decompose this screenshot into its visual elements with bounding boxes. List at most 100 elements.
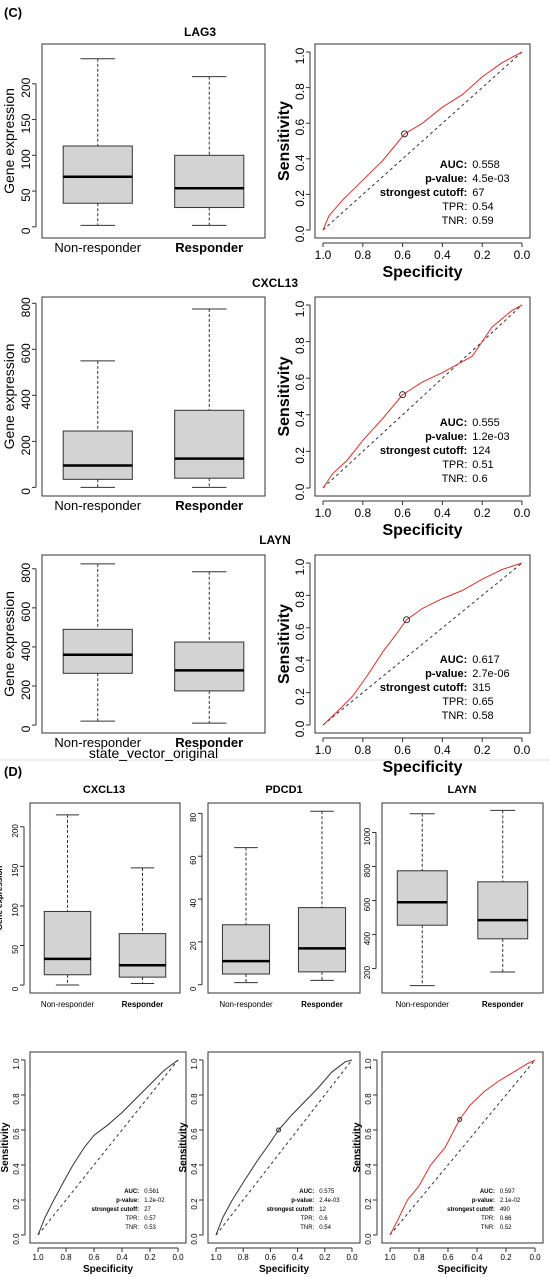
d-layn-roc-y-tick-label-3: 0.6 [364, 1128, 373, 1140]
c-cxcl13-roc-y-tick-label-4: 0.8 [293, 337, 307, 354]
panel-c-label: (C) [4, 5, 22, 20]
c-lag3-roc-y-tick-label-2: 0.4 [293, 154, 307, 171]
c-layn-roc-stat-label-0: AUC: [440, 654, 468, 666]
c-layn-roc-stat-value-3: 0.65 [472, 696, 493, 708]
c-cxcl13-roc-cutoff-marker [399, 391, 407, 399]
d-pdcd1-roc-x-tick-label-2: 0.6 [265, 1253, 277, 1262]
c-lag3-roc-stat-label-4: TNR: [442, 215, 468, 227]
c-cxcl13-roc-stat-value-4: 0.6 [472, 473, 487, 485]
d-layn-box-y-tick-label-3: 800 [363, 863, 372, 877]
c-cxcl13-roc-stat-value-2: 124 [472, 445, 490, 457]
c-cxcl13-box-y-tick-label-0: 0 [19, 488, 33, 495]
c-cxcl13-roc-frame [314, 296, 531, 497]
c-layn-roc-stat-value-1: 2.7e-06 [472, 668, 509, 680]
d-layn-roc-y-tick-label-1: 0.2 [364, 1198, 373, 1210]
c-cxcl13-roc-stat-label-3: TPR: [442, 459, 467, 471]
c-layn-box-y-label: Gene expression [1, 591, 17, 697]
c-lag3-roc-cutoff-marker [401, 130, 409, 138]
d-cxcl13-roc-roc-curve [37, 1059, 179, 1236]
d-pdcd1-box-y-tick-label-4: 80 [189, 812, 198, 821]
d-layn-roc-stat-value-4: 0.52 [500, 1225, 512, 1231]
d-cxcl13-roc-y-tick-label-2: 0.4 [12, 1163, 21, 1175]
d-cxcl13-roc-y-tick-label-0: 0.0 [12, 1233, 21, 1245]
d-layn-roc-stat-value-2: 490 [500, 1207, 511, 1213]
d-cxcl13-roc-frame [29, 1051, 187, 1244]
c-layn-box-box-0 [62, 628, 133, 674]
c-lag3-roc-roc-curve [322, 51, 523, 231]
d-pdcd1-box-box-1 [297, 907, 347, 973]
d-pdcd1-roc-stat-value-0: 0.575 [319, 1189, 335, 1195]
d-pdcd1-roc-y-tick-label-5: 1.0 [190, 1058, 199, 1070]
c-layn-box-x-label: state_vector_original [89, 745, 218, 761]
c-cxcl13-roc-y-tick-label-2: 0.4 [293, 410, 307, 427]
c-lag3-roc-diagonal [322, 51, 523, 231]
d-layn-roc-x-label: Specificity [437, 1264, 487, 1275]
c-layn-roc-x-tick-label-0: 1.0 [315, 743, 332, 757]
d-layn-box-box-1 [477, 881, 529, 940]
c-layn-roc-x-tick-label-5: 0.0 [514, 743, 531, 757]
c-cxcl13-roc-x-tick-label-1: 0.8 [354, 506, 371, 520]
c-cxcl13-box-category-label-0: Non-responder [54, 498, 141, 513]
c-lag3-roc-frame [314, 43, 531, 239]
c-cxcl13-roc-y-tick-label-5: 1.0 [293, 300, 307, 317]
c-layn-roc-x-tick-label-3: 0.4 [434, 743, 451, 757]
c-layn-roc-x-label: Specificity [382, 759, 462, 776]
c-lag3-roc-y-tick-label-5: 1.0 [293, 47, 307, 64]
c-cxcl13-box-box-1 [174, 409, 245, 479]
c-lag3-roc-y-tick-label-1: 0.2 [293, 190, 307, 207]
d-cxcl13-roc-stat-value-2: 27 [144, 1207, 151, 1213]
c-cxcl13-box-title: CXCL13 [252, 276, 298, 290]
c-cxcl13-roc-stat-value-1: 1.2e-03 [472, 431, 509, 443]
d-layn-roc-x-tick-label-2: 0.6 [442, 1253, 454, 1262]
c-layn-roc-stat-label-1: p-value: [425, 668, 467, 680]
d-pdcd1-roc-stat-value-2: 12 [319, 1207, 326, 1213]
d-cxcl13-roc-x-tick-label-4: 0.2 [144, 1253, 156, 1262]
c-lag3-roc-x-tick-label-3: 0.4 [434, 248, 451, 262]
c-lag3-box-y-tick-label-1: 50 [19, 188, 33, 202]
d-pdcd1-roc-x-label: Specificity [259, 1264, 309, 1275]
c-layn-roc-frame [314, 554, 531, 734]
c-layn-roc-stat-value-2: 315 [472, 682, 490, 694]
c-cxcl13-box-category-label-1: Responder [175, 498, 243, 513]
d-cxcl13-roc-stat-label-1: p-value: [116, 1198, 139, 1204]
d-layn-roc-x-tick-label-4: 0.2 [500, 1253, 512, 1262]
d-pdcd1-roc-stat-value-4: 0.54 [319, 1225, 331, 1231]
d-cxcl13-box-category-label-1: Responder [122, 1000, 164, 1009]
d-pdcd1-roc-stat-value-3: 0.6 [319, 1216, 328, 1222]
d-cxcl13-box-y-tick-label-3: 150 [11, 863, 20, 877]
c-lag3-box-box-0 [62, 145, 133, 204]
c-layn-roc-y-tick-label-4: 0.8 [293, 591, 307, 608]
c-lag3-box-frame [41, 43, 266, 239]
d-pdcd1-box-box-0 [221, 924, 271, 975]
d-layn-roc-y-tick-label-4: 0.8 [364, 1093, 373, 1105]
c-layn-box-category-label-1: Responder [175, 735, 243, 750]
d-cxcl13-box-box-1 [118, 933, 167, 978]
d-pdcd1-roc-stat-label-1: p-value: [291, 1198, 314, 1204]
c-cxcl13-roc-y-tick-label-0: 0.0 [293, 483, 307, 500]
d-pdcd1-roc-y-tick-label-0: 0.0 [190, 1233, 199, 1245]
c-layn-roc-x-tick-label-2: 0.6 [394, 743, 411, 757]
c-lag3-box-title: LAG3 [184, 25, 216, 39]
c-cxcl13-box-frame [41, 296, 266, 497]
c-lag3-roc-y-tick-label-0: 0.0 [293, 225, 307, 242]
c-layn-roc-y-tick-label-5: 1.0 [293, 558, 307, 575]
d-pdcd1-box-y-tick-label-0: 0 [189, 986, 198, 991]
d-layn-roc-stat-value-1: 2.1e-02 [500, 1198, 521, 1204]
d-layn-box-y-tick-label-2: 600 [363, 897, 372, 911]
d-layn-box-category-label-1: Responder [482, 1000, 524, 1009]
d-layn-roc-stat-label-1: p-value: [472, 1198, 495, 1204]
d-layn-roc-stat-label-2: strongest cutoff: [447, 1207, 495, 1213]
d-pdcd1-roc-diagonal [215, 1059, 353, 1236]
c-layn-box-box-1 [174, 641, 245, 692]
d-layn-box-y-tick-label-0: 200 [363, 965, 372, 979]
c-layn-roc-y-tick-label-1: 0.2 [293, 688, 307, 705]
c-cxcl13-roc-x-tick-label-2: 0.6 [394, 506, 411, 520]
d-cxcl13-roc-stat-label-3: TPR: [126, 1216, 140, 1222]
panel-d-label: (D) [4, 764, 22, 779]
d-layn-box-y-tick-label-1: 400 [363, 931, 372, 945]
c-lag3-roc-x-label: Specificity [382, 264, 462, 281]
d-cxcl13-roc-stat-label-2: strongest cutoff: [92, 1207, 140, 1213]
c-lag3-roc-stat-value-0: 0.558 [472, 159, 500, 171]
c-cxcl13-roc-stat-value-3: 0.51 [472, 459, 493, 471]
d-layn-roc-y-label: Sensitivity [352, 1122, 363, 1172]
